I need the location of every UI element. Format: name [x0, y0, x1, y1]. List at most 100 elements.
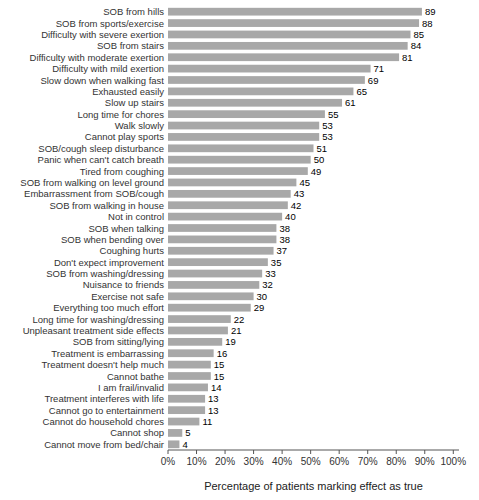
category-label: Cannot go to entertainment	[49, 405, 164, 416]
axis-line	[168, 450, 459, 451]
bar	[168, 42, 408, 50]
category-label: Cannot move from bed/chair	[44, 439, 164, 450]
category-label: Cannot shop	[110, 427, 164, 438]
category-label: Difficulty with severe exertion	[41, 29, 164, 40]
bar	[168, 270, 262, 278]
category-label: SOB when talking	[88, 223, 164, 234]
data-label: 29	[254, 302, 265, 313]
data-label: 51	[317, 143, 328, 154]
data-label: 14	[211, 382, 222, 393]
data-label: 22	[234, 314, 245, 325]
tick-mark	[396, 450, 397, 454]
data-label: 53	[322, 131, 333, 142]
bar	[168, 144, 314, 152]
tick-label: 90%	[415, 456, 435, 467]
bar	[168, 281, 259, 289]
data-label: 16	[217, 348, 228, 359]
category-label: Cannot play sports	[85, 131, 164, 142]
category-label: SOB when bending over	[61, 234, 164, 245]
bar	[168, 224, 276, 232]
tick-label: 20%	[215, 456, 235, 467]
data-label: 50	[314, 154, 325, 165]
bar	[168, 247, 274, 255]
bars	[168, 8, 422, 448]
bar	[168, 53, 399, 61]
data-label: 5	[185, 427, 190, 438]
bar	[168, 201, 288, 209]
data-label: 21	[231, 325, 242, 336]
tick-mark	[196, 450, 197, 454]
category-label: Treatment doesn't help much	[42, 359, 164, 370]
category-label: Cannot do household chores	[43, 416, 165, 427]
bar	[168, 292, 254, 300]
bar	[168, 8, 422, 16]
data-label: 13	[208, 393, 219, 404]
tick-label: 70%	[358, 456, 378, 467]
data-label: 42	[291, 200, 302, 211]
bar	[168, 236, 276, 244]
category-label: Slow down when walking fast	[40, 75, 164, 86]
category-label: SOB from sitting/lying	[73, 336, 164, 347]
category-label: Long time for chores	[77, 109, 164, 120]
category-label: Tired from coughing	[80, 166, 164, 177]
data-label: 38	[279, 223, 290, 234]
x-axis-title: Percentage of patients marking effect as…	[204, 480, 423, 492]
bar	[168, 338, 222, 346]
data-label: 11	[202, 416, 212, 427]
category-label: Long time for washing/dressing	[33, 314, 165, 325]
data-label: 15	[214, 359, 225, 370]
category-label: Treatment interferes with life	[45, 393, 165, 404]
bar	[168, 406, 205, 414]
data-label: 37	[277, 245, 288, 256]
bar	[168, 156, 311, 164]
category-label: SOB/cough sleep disturbance	[38, 143, 164, 154]
tick-label: 40%	[272, 456, 292, 467]
chart: SOB from hills89SOB from sports/exercise…	[0, 0, 479, 500]
x-axis: 0%10%20%30%40%50%60%70%80%90%100%	[161, 450, 466, 467]
tick-mark	[253, 450, 254, 454]
tick-label: 80%	[386, 456, 406, 467]
category-label: Don't expect improvement	[54, 257, 164, 268]
tick-label: 10%	[187, 456, 207, 467]
data-label: 13	[208, 405, 219, 416]
data-label: 71	[374, 63, 385, 74]
data-label: 65	[356, 86, 367, 97]
category-label: SOB from sports/exercise	[56, 18, 164, 29]
bar	[168, 258, 268, 266]
data-label: 38	[279, 234, 290, 245]
data-label: 30	[257, 291, 268, 302]
tick-label: 100%	[441, 456, 467, 467]
category-label: Difficulty with mild exertion	[52, 63, 164, 74]
bar	[168, 133, 319, 141]
bar	[168, 395, 205, 403]
category-label: SOB from washing/dressing	[46, 268, 164, 279]
bar	[168, 190, 291, 198]
data-label: 45	[299, 177, 310, 188]
category-label: Exercise not safe	[91, 291, 164, 302]
bar	[168, 429, 182, 437]
category-label: Cannot bathe	[107, 371, 164, 382]
bar	[168, 372, 211, 380]
data-label: 89	[425, 6, 436, 17]
labels: SOB from hills89SOB from sports/exercise…	[20, 6, 435, 450]
category-label: Unpleasant treatment side effects	[23, 325, 165, 336]
category-label: Slow up stairs	[105, 97, 164, 108]
category-label: Panic when can't catch breath	[38, 154, 164, 165]
tick-mark	[282, 450, 283, 454]
tick-label: 30%	[244, 456, 264, 467]
bar	[168, 418, 199, 426]
bar	[168, 88, 353, 96]
category-label: SOB from walking on level ground	[20, 177, 164, 188]
data-label: 35	[271, 257, 282, 268]
data-label: 81	[402, 52, 413, 63]
tick-mark	[453, 450, 454, 454]
data-label: 61	[345, 97, 356, 108]
bar	[168, 304, 251, 312]
category-label: Exhausted easily	[92, 86, 164, 97]
category-label: SOB from stairs	[97, 40, 164, 51]
data-label: 69	[368, 75, 379, 86]
data-label: 19	[225, 336, 236, 347]
data-label: 15	[214, 371, 225, 382]
category-label: Difficulty with moderate exertion	[30, 52, 164, 63]
data-label: 84	[411, 40, 422, 51]
